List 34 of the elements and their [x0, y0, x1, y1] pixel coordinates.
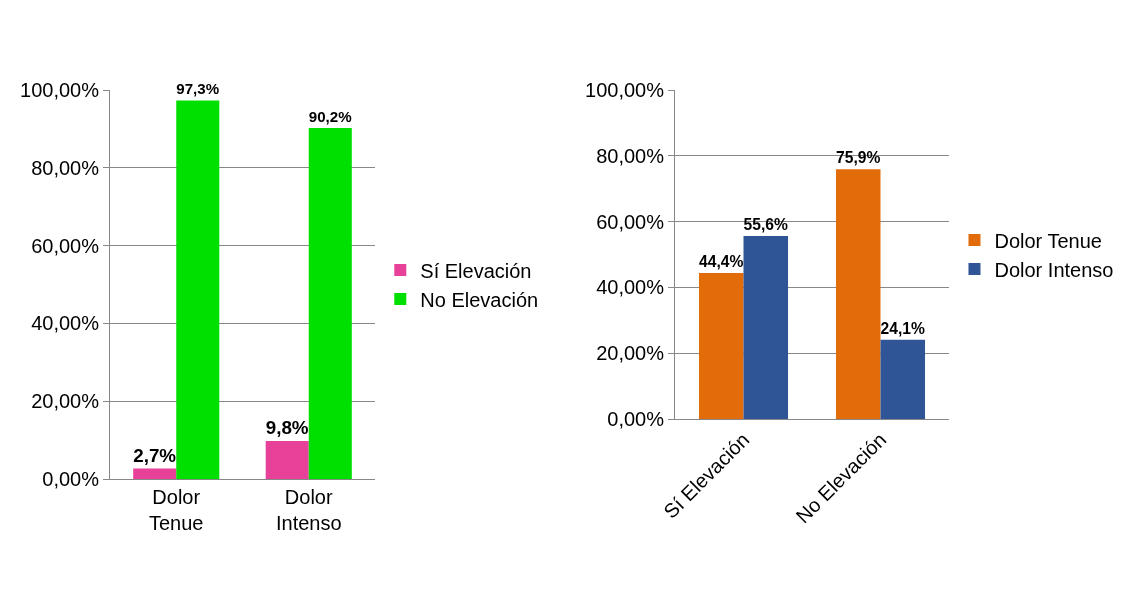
y-tick-label: 20,00%: [31, 390, 100, 413]
bar: [133, 468, 177, 479]
legend-label: Dolor Intenso: [994, 258, 1114, 281]
y-tick-label: 100,00%: [20, 79, 100, 101]
y-tick-label: 60,00%: [596, 210, 665, 233]
y-tick-label: 80,00%: [31, 156, 100, 179]
x-tick-label: Dolor Tenue: [149, 486, 204, 534]
y-tick-label: 0,00%: [607, 408, 665, 430]
legend-label: Dolor Tenue: [994, 229, 1102, 252]
legend-label: Sí Elevación: [420, 259, 532, 282]
bar: [308, 128, 352, 479]
bar: [880, 339, 926, 419]
bar: [265, 440, 309, 479]
bar: [835, 169, 881, 419]
data-label: 2,7%: [133, 444, 177, 466]
data-label: 44,4%: [699, 252, 744, 270]
y-tick-label: 40,00%: [31, 312, 100, 335]
data-label: 97,3%: [176, 80, 220, 98]
y-tick-label: 60,00%: [31, 234, 100, 257]
data-label: 9,8%: [265, 417, 309, 439]
data-label: 55,6%: [743, 215, 788, 233]
legend-label: No Elevación: [420, 288, 539, 311]
bar: [176, 100, 220, 479]
y-tick-label: 100,00%: [585, 79, 665, 101]
y-tick-label: 20,00%: [596, 342, 665, 365]
x-tick-label: Dolor Intenso: [275, 486, 342, 534]
bar: [698, 272, 744, 419]
data-label: 75,9%: [836, 149, 881, 167]
data-label: 90,2%: [308, 108, 353, 126]
y-tick-label: 0,00%: [42, 468, 100, 490]
bar: [743, 236, 789, 419]
data-label: 24,1%: [880, 319, 925, 337]
y-tick-label: 80,00%: [596, 144, 665, 167]
y-tick-label: 40,00%: [596, 276, 665, 299]
